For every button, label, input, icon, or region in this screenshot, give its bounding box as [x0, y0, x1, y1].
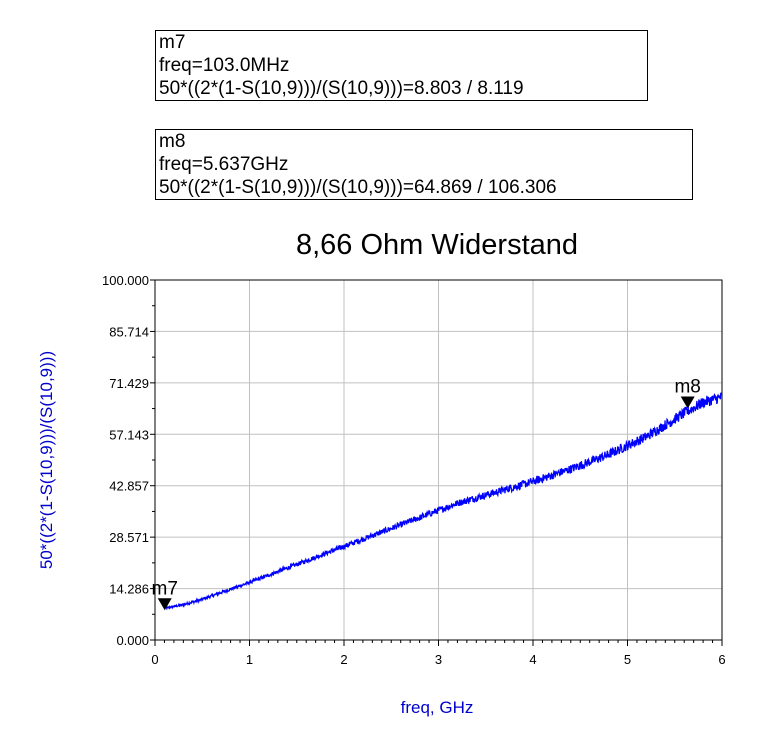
y-tick-label: 71.429: [109, 376, 149, 391]
marker-m7-label: m7: [152, 578, 178, 599]
grid: [150, 279, 723, 646]
y-tick-label: 57.143: [109, 427, 149, 442]
x-tick-label: 3: [435, 652, 442, 667]
marker-freq: freq=103.0MHz: [159, 55, 290, 76]
marker-m8-triangle: [680, 396, 695, 409]
x-axis-label: freq, GHz: [401, 698, 474, 717]
x-tick-label: 0: [151, 652, 158, 667]
chart-title: 8,66 Ohm Widerstand: [296, 229, 578, 261]
series-line: [163, 392, 723, 611]
series-layer: [163, 392, 723, 611]
marker-name: m8: [159, 131, 186, 152]
marker-name: m7: [159, 32, 186, 53]
marker-value: 50*((2*(1-S(10,9)))/(S(10,9)))=64.869 / …: [159, 177, 557, 198]
tick-labels: 0 1 2 3 4 5 6 0.000 14.286 28.571 42.857 57.143 71.4…: [102, 273, 726, 667]
plot-frame: [154, 279, 723, 641]
y-tick-label: 0.000: [116, 633, 149, 648]
y-tick-label: 85.714: [109, 324, 149, 339]
marker-freq: freq=5.637GHz: [159, 154, 289, 175]
x-tick-label: 2: [340, 652, 347, 667]
y-tick-label: 100.000: [102, 273, 149, 288]
marker-m8-label: m8: [674, 376, 700, 397]
y-axis-label: 50*((2*(1-S(10,9)))/(S(10,9))): [37, 351, 56, 569]
marker-readout-m8: m8 freq=5.637GHz 50*((2*(1-S(10,9)))/(S(…: [155, 129, 693, 200]
marker-readout-m7: m7 freq=103.0MHz 50*((2*(1-S(10,9)))/(S(…: [155, 30, 648, 101]
x-tick-label: 6: [718, 652, 725, 667]
x-tick-label: 5: [624, 652, 631, 667]
y-tick-label: 14.286: [109, 582, 149, 597]
x-tick-label: 4: [529, 652, 536, 667]
markers-layer: m7 m8: [152, 376, 701, 611]
marker-value: 50*((2*(1-S(10,9)))/(S(10,9)))=8.803 / 8…: [159, 78, 524, 99]
y-tick-label: 28.571: [109, 530, 149, 545]
y-tick-label: 42.857: [109, 479, 149, 494]
marker-m7-triangle: [157, 598, 172, 611]
x-tick-label: 1: [246, 652, 253, 667]
